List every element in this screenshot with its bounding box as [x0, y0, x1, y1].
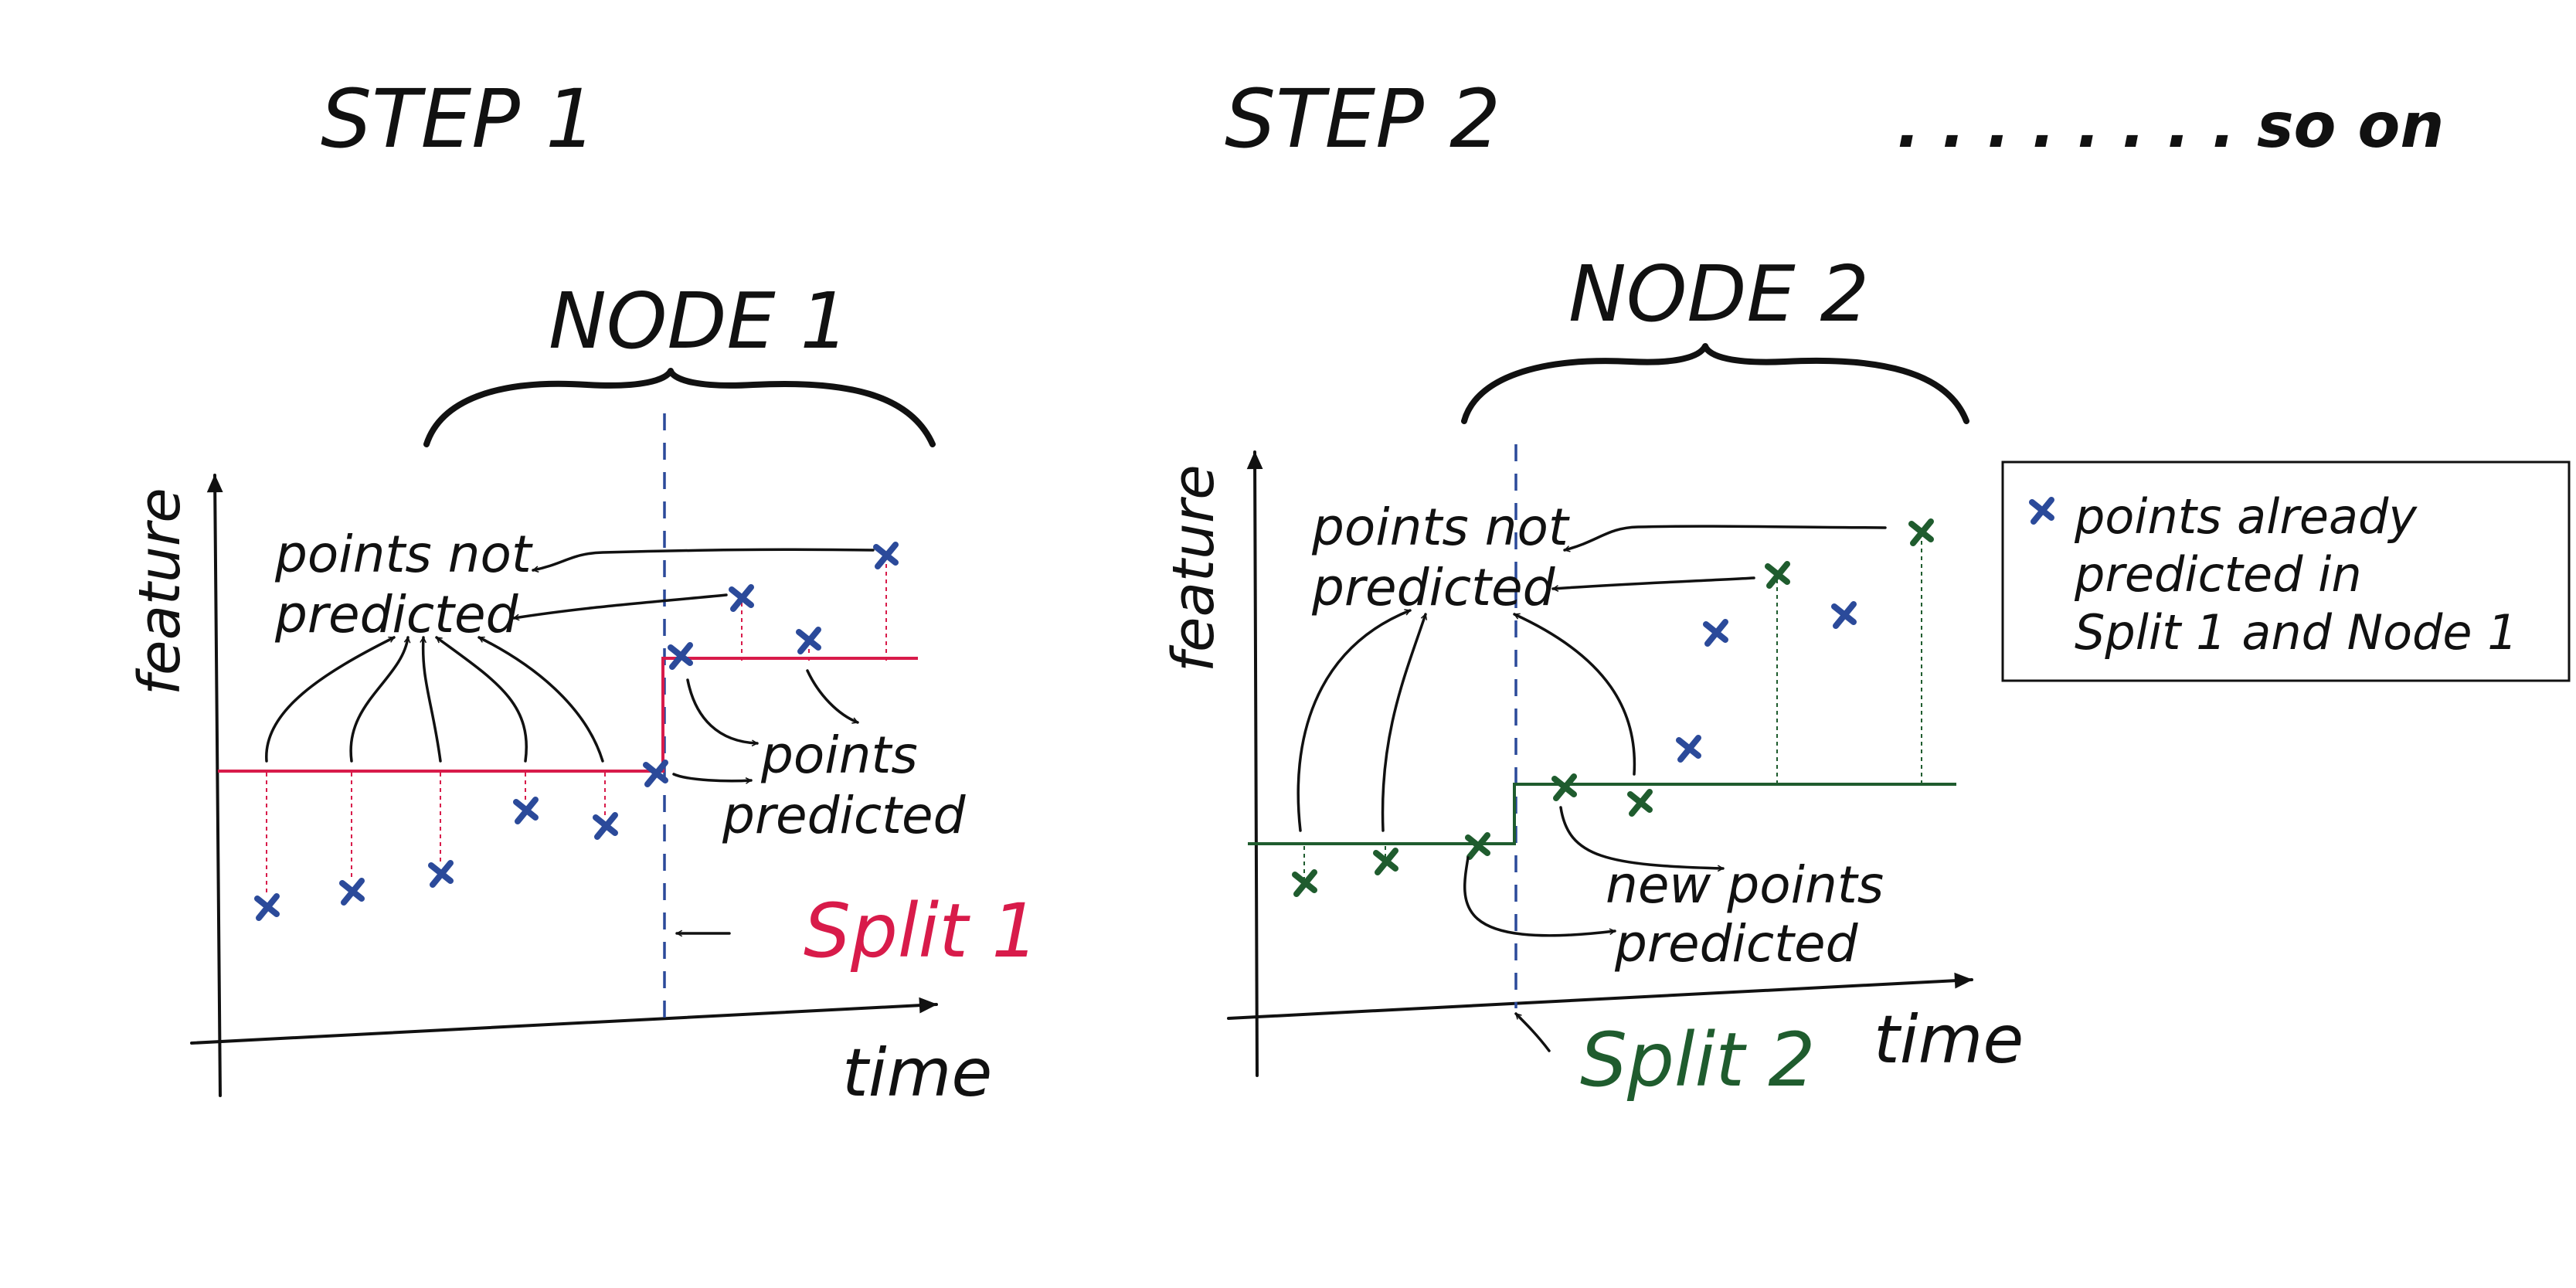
point-cross	[339, 878, 365, 906]
node2-brace	[1461, 343, 1969, 424]
node1-label: NODE 1	[549, 276, 849, 366]
right-x-axis-label: time	[1874, 1001, 2024, 1079]
right-y-axis-label: feature	[1161, 464, 1227, 672]
point-cross	[873, 542, 899, 569]
point-cross	[1465, 832, 1490, 860]
point-cross	[1831, 601, 1857, 629]
left-points	[254, 542, 899, 921]
right-y-axis	[1246, 450, 1263, 1077]
split2-label: Split 2	[1580, 1017, 1815, 1103]
left-y-axis	[206, 474, 223, 1097]
split2-prediction-line	[1248, 783, 1956, 845]
cross-icon	[2029, 497, 2054, 525]
left-panel: NODE 1 feature time	[127, 276, 1038, 1112]
point-cross	[668, 642, 693, 670]
right-residuals	[1303, 533, 1922, 881]
node2-label: NODE 2	[1568, 249, 1869, 339]
left-predicted-line2: predicted	[722, 786, 967, 845]
right-blue-points	[1676, 601, 1857, 763]
right-not-predicted-line1: points not	[1311, 498, 1570, 557]
legend-line3: Split 1 and Node 1	[2075, 604, 2518, 661]
point-cross	[254, 893, 280, 921]
right-not-predicted-line2: predicted	[1311, 558, 1556, 617]
point-cross	[1676, 735, 1701, 763]
right-x-axis	[1227, 972, 1973, 1020]
legend: points already predicted in Split 1 and …	[2001, 460, 2571, 682]
legend-box	[2001, 460, 2571, 682]
point-cross	[428, 860, 454, 888]
node1-brace	[423, 368, 936, 447]
point-cross	[1627, 789, 1653, 817]
right-panel: NODE 2 feature time	[1161, 249, 2024, 1103]
point-cross	[1908, 518, 1934, 546]
left-x-axis	[190, 997, 938, 1045]
point-cross	[1292, 869, 1317, 897]
step2-heading: STEP 2	[1225, 72, 1500, 166]
point-cross	[643, 760, 668, 787]
right-green-points	[1292, 518, 1934, 897]
split1-prediction-line	[218, 657, 918, 773]
left-x-axis-label: time	[842, 1035, 992, 1112]
point-cross	[1703, 619, 1728, 647]
point-cross	[796, 627, 821, 654]
point-cross	[513, 797, 539, 824]
right-new-predicted-line2: predicted	[1614, 914, 1859, 974]
legend-line2: predicted in	[2074, 546, 2362, 603]
split1-label: Split 1	[804, 888, 1038, 974]
left-y-axis-label: feature	[127, 488, 193, 695]
so-on-text: . . . . . . . . so on	[1897, 90, 2444, 161]
point-cross	[729, 584, 754, 612]
point-cross	[593, 812, 618, 840]
left-not-predicted-line1: points not	[274, 525, 533, 584]
left-not-predicted-arrows	[265, 548, 875, 933]
legend-line1: points already	[2074, 488, 2418, 545]
left-not-predicted-line2: predicted	[274, 585, 519, 644]
left-predicted-line1: points	[760, 726, 918, 785]
split2-pointer	[1514, 1012, 1551, 1052]
point-cross	[1765, 561, 1790, 589]
point-cross	[1373, 848, 1398, 875]
point-cross	[1551, 773, 1577, 801]
right-arrows	[1296, 525, 1887, 1052]
step1-heading: STEP 1	[321, 72, 596, 166]
